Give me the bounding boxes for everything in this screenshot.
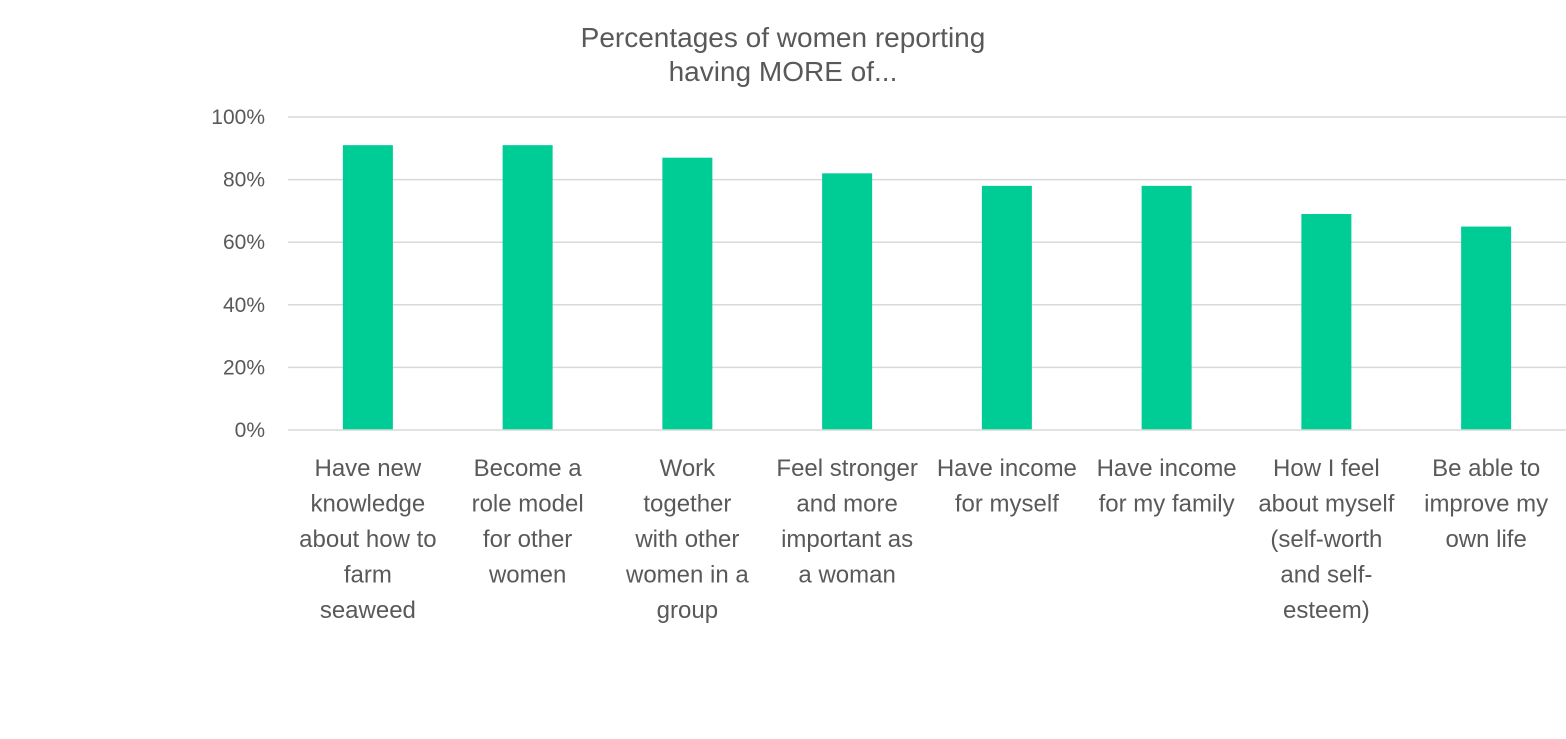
bar-6 [1301,214,1352,430]
bar-2 [662,157,713,430]
category-label-0-line-1: knowledge [311,491,426,518]
y-tick-label-80: 80% [223,169,265,192]
category-label-5-line-1: for my family [1099,491,1235,518]
bar-7 [1461,226,1512,430]
category-label-2-line-4: group [657,597,718,624]
x-axis-category-labels: Have new knowledge about how to farm seaweed… [299,455,1548,624]
y-tick-label-40: 40% [223,294,265,317]
category-label-2-line-2: with other [634,526,739,553]
bars [342,145,1512,431]
category-label-6-line-1: about myself [1258,491,1394,518]
bar-0 [342,145,393,431]
category-label-3-line-2: important as [781,526,913,553]
category-label-2-line-1: together [643,491,731,518]
category-label-6-line-3: and self- [1280,562,1372,589]
chart-title-line-0: Percentages of women reporting [581,22,986,53]
category-label-6-line-2: (self-worth [1270,526,1382,553]
bar-3 [822,173,873,430]
chart-title-line-1: having MORE of... [669,56,898,87]
category-label-3-line-1: and more [796,491,897,518]
category-label-4-line-1: for myself [955,491,1059,518]
category-label-2-line-3: women in a [625,562,749,589]
category-label-7-line-0: Be able to [1432,455,1540,482]
y-tick-label-20: 20% [223,356,265,379]
bar-5 [1141,185,1192,430]
category-label-1-line-3: women [488,562,566,589]
category-label-1-line-1: role model [472,491,584,518]
category-label-3-line-0: Feel stronger [776,455,917,482]
category-label-2-line-0: Work [660,455,717,482]
category-label-1-line-2: for other [483,526,572,553]
category-label-0-line-2: about how to [299,526,436,553]
category-label-0-line-4: seaweed [320,597,416,624]
category-label-4-line-0: Have income [937,455,1077,482]
bar-1 [502,145,553,431]
category-label-0-line-0: Have new [315,455,422,482]
y-tick-label-60: 60% [223,231,265,254]
category-label-1-line-0: Become a [474,455,583,482]
category-label-0-line-3: farm [344,562,392,589]
y-tick-label-100: 100% [211,106,265,129]
category-label-6-line-0: How I feel [1273,455,1380,482]
category-label-3-line-3: a woman [798,562,895,589]
y-axis-tick-labels: 0% 20% 40% 60% 80% 100% [211,106,265,442]
category-label-7-line-1: improve my [1424,491,1548,518]
category-label-7-line-2: own life [1445,526,1526,553]
y-tick-label-0: 0% [235,419,265,442]
category-label-6-line-4: esteem) [1283,597,1370,624]
bar-4 [981,185,1032,430]
gridlines [288,116,1566,369]
category-label-5-line-0: Have income [1097,455,1237,482]
